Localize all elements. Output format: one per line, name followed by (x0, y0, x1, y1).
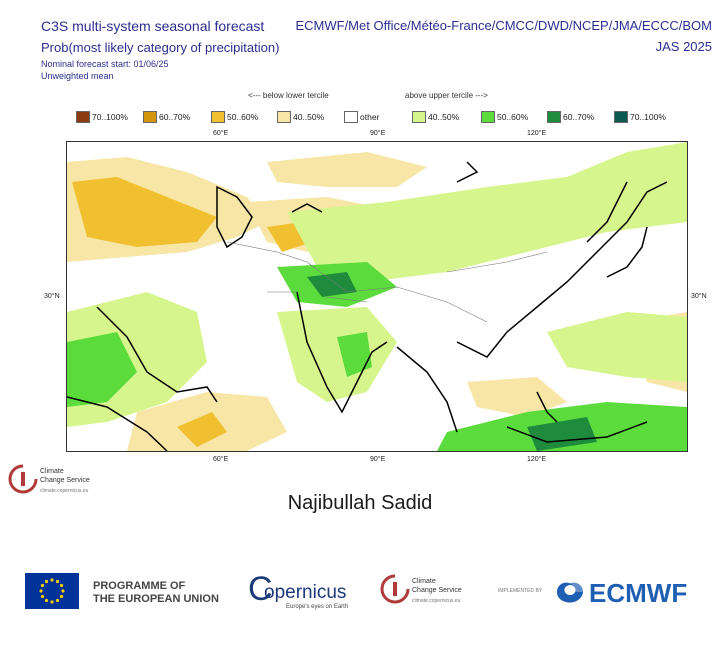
legend-swatch (277, 111, 291, 123)
author-name: Najibullah Sadid (287, 492, 433, 514)
unweighted-text: Unweighted mean (41, 71, 114, 81)
copernicus-c-letter: C (248, 570, 273, 608)
wet-region-maritime-core (527, 417, 597, 451)
wet-region-india-core (337, 332, 372, 377)
eu-programme-line2: THE EUROPEAN UNION (93, 593, 219, 605)
eu-star (44, 598, 49, 603)
legend-item: 40..50% (277, 110, 324, 124)
eu-star (40, 583, 45, 588)
above-tercile-label: above upper tercile ---> (405, 91, 488, 100)
legend-item: other (344, 110, 379, 124)
top-tick-120e: 120°E (527, 130, 547, 137)
wet-region-west-core (67, 332, 137, 407)
eu-star (50, 600, 54, 604)
legend-label: other (360, 112, 380, 122)
c3s-emblem-icon (8, 464, 38, 494)
map-title: C3S multi-system seasonal forecast (41, 18, 265, 34)
below-tercile-label: <--- below lower tercile (248, 91, 329, 100)
eu-logo (25, 573, 79, 609)
legend-item: 60..70% (547, 110, 594, 124)
legend-swatch (481, 111, 495, 123)
legend-label: 50..60% (497, 112, 529, 122)
dry-region-caspian-core (72, 177, 217, 247)
dry-region-ocean (467, 377, 567, 417)
legend-swatch (211, 111, 225, 123)
implemented-by-text: IMPLEMENTED BY (498, 588, 543, 594)
copernicus-tagline: Europe's eyes on Earth (286, 604, 349, 610)
legend-label: 60..70% (159, 112, 191, 122)
legend-swatch (614, 111, 628, 123)
eu-star (59, 594, 64, 599)
c3s-logo: Climate Change Service climate.copernicu… (380, 572, 480, 612)
legend-label: 60..70% (563, 112, 595, 122)
eu-programme-line1: PROGRAMME OF (93, 580, 186, 592)
eu-stars-icon (39, 578, 65, 604)
c3s-footer-emblem-icon (380, 574, 410, 604)
legend-swatch (547, 111, 561, 123)
systems-title: ECMWF/Met Office/Météo-France/CMCC/DWD/N… (295, 18, 712, 33)
eu-star (50, 578, 54, 582)
legend-label: 70..100% (92, 112, 128, 122)
coastlines (67, 161, 668, 451)
wet-region-tibet-core (307, 272, 357, 297)
left-tick-30n: 30°N (44, 293, 60, 300)
borders (226, 241, 548, 323)
wet-region-north-band (287, 142, 687, 282)
c3s-small-line1: Climate (40, 468, 64, 475)
forecast-start-text: Nominal forecast start: 01/06/25 (41, 59, 169, 69)
wet-region-pacific (547, 312, 687, 382)
legend-item: 40..50% (412, 110, 459, 124)
forecast-map (66, 141, 688, 452)
season-label: JAS 2025 (655, 39, 712, 54)
eu-star (39, 589, 43, 593)
legend-swatch (344, 111, 358, 123)
c3s-footer-line3: climate.copernicus.eu (412, 598, 461, 604)
eu-star (59, 583, 64, 588)
copernicus-logo: C opernicus Europe's eyes on Earth (248, 570, 358, 612)
legend-label: 70..100% (630, 112, 666, 122)
bottom-tick-90e: 90°E (370, 456, 386, 463)
legend-swatch (76, 111, 90, 123)
wet-region-india (277, 307, 397, 402)
legend-item: 60..70% (143, 110, 190, 124)
c3s-small-logo: Climate Change Service climate.copernicu… (8, 460, 118, 502)
legend-label: 40..50% (293, 112, 325, 122)
ecmwf-logo: ECMWF (553, 577, 698, 608)
c3s-footer-line2: Change Service (412, 587, 462, 594)
map-svg (67, 142, 687, 451)
c3s-small-line3: climate.copernicus.eu (40, 488, 89, 494)
eu-star (44, 579, 49, 584)
bottom-tick-60e: 60°E (213, 456, 229, 463)
top-tick-90e: 90°E (370, 130, 386, 137)
legend-item: 50..60% (211, 110, 258, 124)
c3s-footer-line1: Climate (412, 578, 436, 585)
top-tick-60e: 60°E (213, 130, 229, 137)
legend-item: 70..100% (76, 110, 128, 124)
bottom-tick-120e: 120°E (527, 456, 547, 463)
c3s-small-line2: Change Service (40, 477, 90, 484)
eu-star (55, 598, 60, 603)
right-tick-30n: 30°N (691, 293, 707, 300)
eu-star (61, 589, 65, 593)
legend-item: 50..60% (481, 110, 528, 124)
legend-label: 40..50% (428, 112, 460, 122)
dry-region-north (267, 152, 427, 187)
legend-label: 50..60% (227, 112, 259, 122)
eu-star (40, 594, 45, 599)
copernicus-wordmark: opernicus (264, 582, 347, 603)
legend-swatch (143, 111, 157, 123)
legend-item: 70..100% (614, 110, 666, 124)
ecmwf-swirl-icon (557, 582, 583, 603)
map-subtitle: Prob(most likely category of precipitati… (41, 40, 280, 55)
eu-star (55, 579, 60, 584)
dry-region-arabia-core (177, 412, 227, 447)
ecmwf-wordmark: ECMWF (589, 578, 688, 608)
legend-swatch (412, 111, 426, 123)
